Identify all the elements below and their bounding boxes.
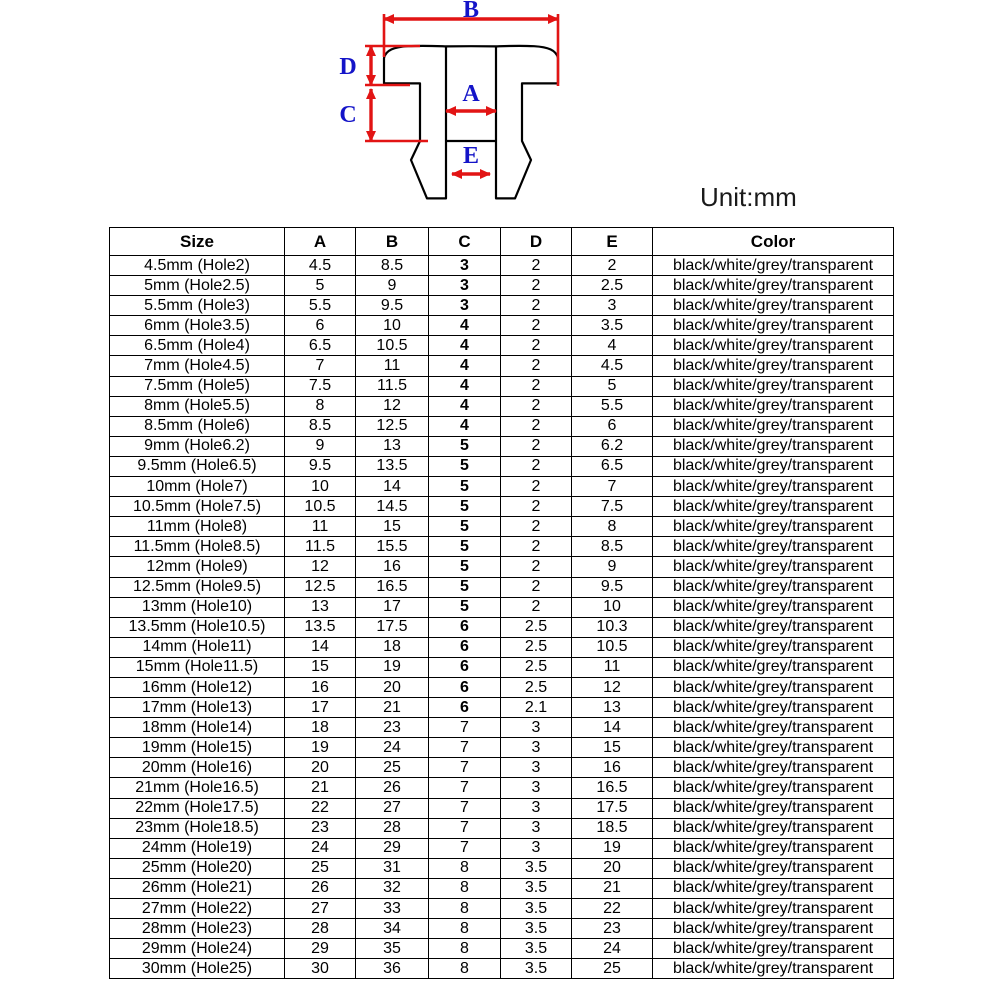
svg-text:A: A [462, 81, 480, 107]
svg-text:B: B [463, 0, 479, 23]
svg-text:D: D [339, 54, 356, 80]
svg-text:C: C [339, 102, 356, 128]
svg-text:E: E [463, 143, 479, 169]
